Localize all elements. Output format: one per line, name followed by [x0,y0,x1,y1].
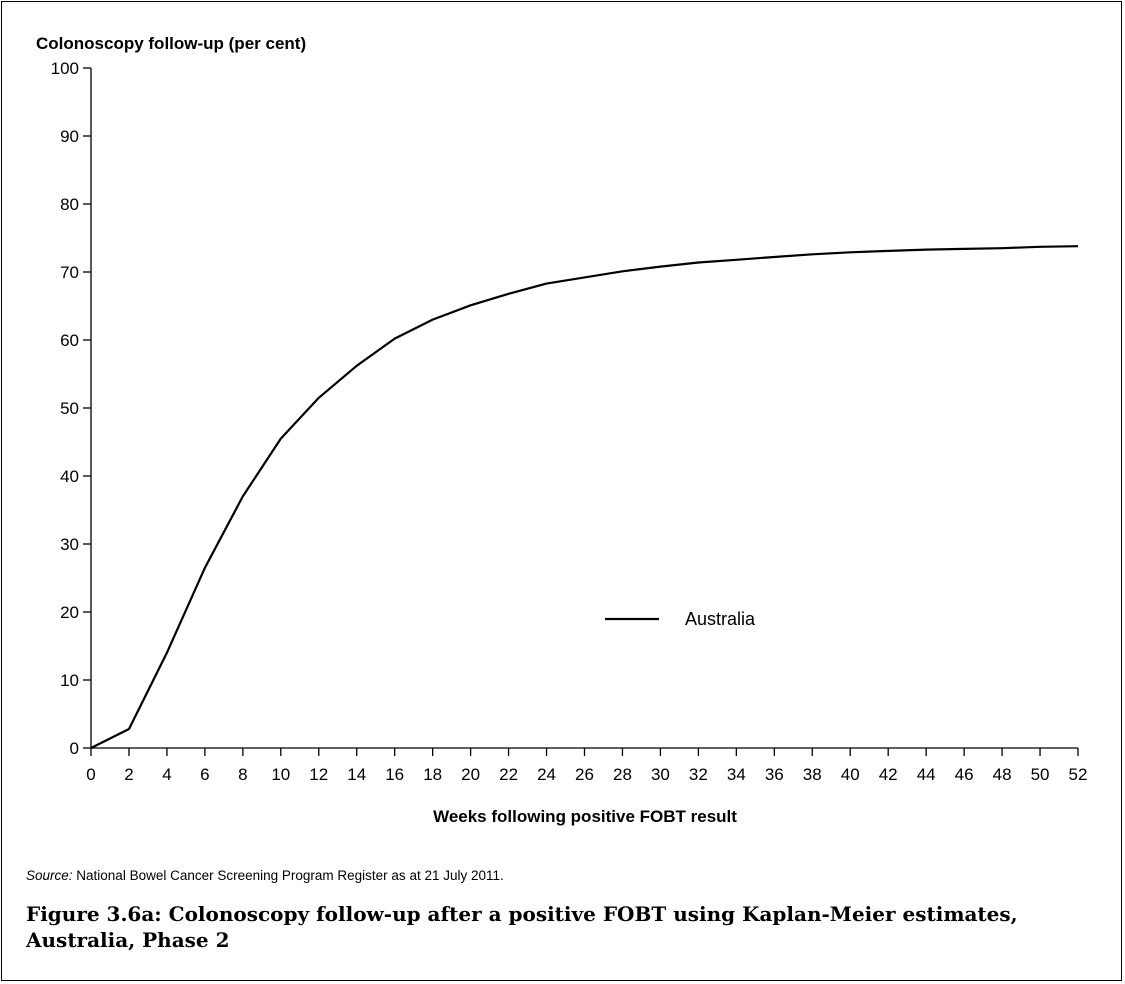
y-tick-label: 70 [60,263,79,282]
x-tick-label: 16 [385,765,404,784]
x-tick-label: 10 [271,765,290,784]
x-tick-label: 24 [537,765,556,784]
x-tick-label: 4 [162,765,171,784]
y-tick-label: 30 [60,535,79,554]
series-line-0 [90,245,1079,749]
x-tick-label: 36 [765,765,784,784]
source-note: Source: National Bowel Cancer Screening … [26,868,504,883]
x-tick-label: 42 [879,765,898,784]
x-tick-label: 46 [955,765,974,784]
y-tick-label: 40 [60,467,79,486]
y-ticks: 0 10 20 30 40 50 60 70 80 90 100 [51,59,91,758]
y-tick-label: 80 [60,195,79,214]
x-tick-label: 14 [347,765,366,784]
x-tick-label: 30 [651,765,670,784]
x-tick-label: 12 [309,765,328,784]
x-tick-label: 50 [1031,765,1050,784]
x-tick-label: 20 [461,765,480,784]
figure-caption: Figure 3.6a: Colonoscopy follow-up after… [26,902,1018,952]
x-tick-label: 40 [841,765,860,784]
y-tick-label: 90 [60,127,79,146]
legend-label: Australia [685,609,756,629]
x-tick-label: 34 [727,765,746,784]
x-tick-label: 52 [1069,765,1088,784]
x-tick-label: 8 [238,765,247,784]
chart-series [90,245,1079,749]
chart-axes [90,68,1078,749]
x-tick-label: 48 [993,765,1012,784]
x-tick-label: 22 [499,765,518,784]
x-tick-label: 26 [575,765,594,784]
x-axis-title: Weeks following positive FOBT result [433,807,737,826]
x-tick-label: 0 [86,765,95,784]
y-tick-label: 100 [51,59,79,78]
chart-legend: Australia [605,609,756,629]
x-tick-label: 18 [423,765,442,784]
y-tick-label: 0 [70,739,79,758]
x-tick-label: 2 [124,765,133,784]
y-tick-label: 20 [60,603,79,622]
y-tick-label: 60 [60,331,79,350]
x-tick-label: 44 [917,765,936,784]
y-tick-label: 50 [60,399,79,418]
x-tick-label: 32 [689,765,708,784]
source-prefix: Source: [26,868,73,883]
x-tick-label: 6 [200,765,209,784]
x-tick-label: 28 [613,765,632,784]
y-axis-title: Colonoscopy follow-up (per cent) [36,34,307,53]
source-text: National Bowel Cancer Screening Program … [72,868,504,883]
x-tick-label: 38 [803,765,822,784]
y-tick-label: 10 [60,671,79,690]
x-ticks: 0 2 4 6 8 10 12 14 16 18 20 22 24 26 28 30 32 34 36 38 40 42 4… [86,748,1087,784]
